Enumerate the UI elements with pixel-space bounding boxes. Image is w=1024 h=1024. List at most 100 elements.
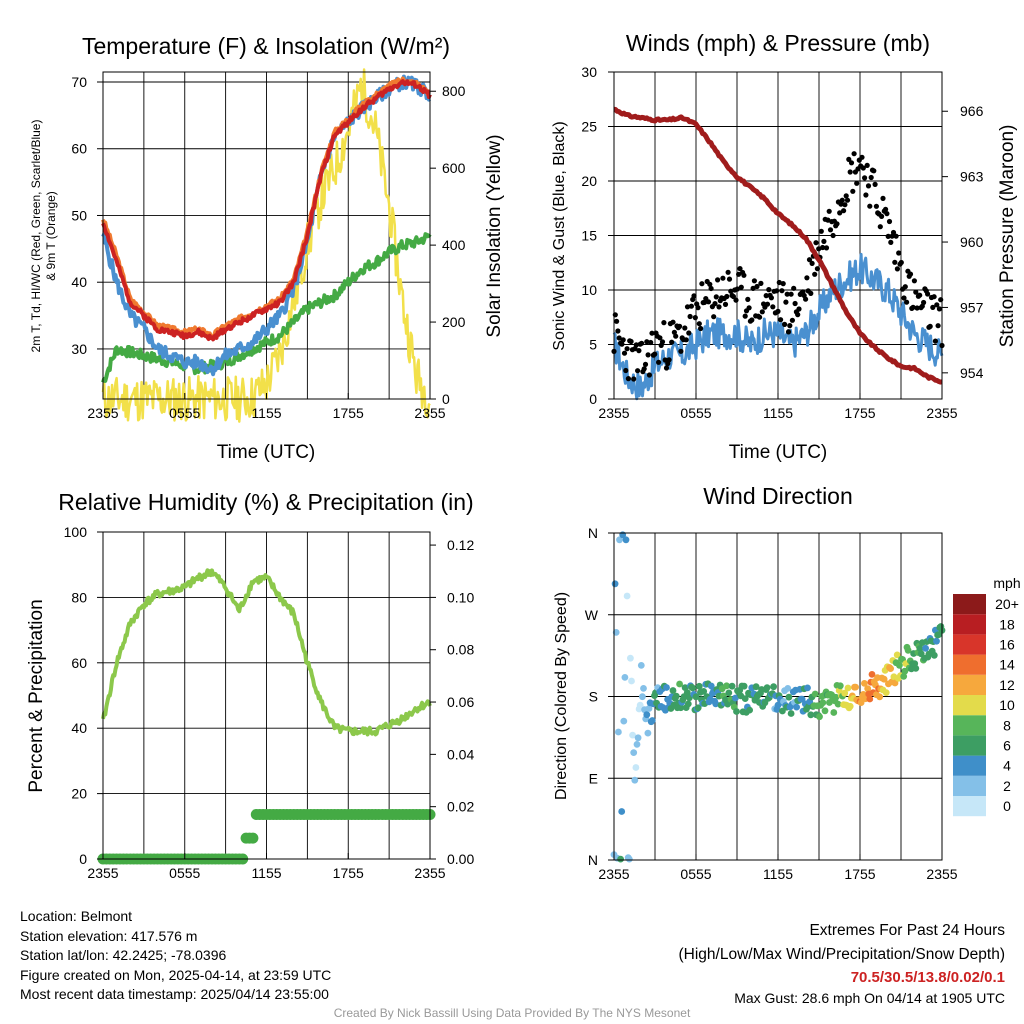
x-tick-label: 2355 bbox=[87, 405, 118, 421]
direction-point bbox=[707, 682, 715, 690]
right-tick-label: 0 bbox=[442, 391, 450, 407]
right-tick-label: 800 bbox=[442, 83, 466, 99]
gust-point bbox=[666, 357, 672, 363]
colorbar-swatch bbox=[953, 594, 986, 615]
gust-point bbox=[641, 366, 647, 372]
winds-title: Winds (mph) & Pressure (mb) bbox=[626, 30, 930, 56]
gust-point bbox=[716, 304, 722, 310]
gust-point bbox=[782, 321, 788, 327]
gust-point bbox=[886, 218, 893, 225]
right-tick-label: 400 bbox=[442, 237, 466, 253]
direction-point bbox=[816, 713, 823, 721]
precip-point bbox=[247, 832, 259, 844]
colorbar-swatch bbox=[953, 796, 986, 817]
gust-point bbox=[826, 208, 832, 214]
gust-point bbox=[784, 291, 790, 297]
colorbar-swatch bbox=[953, 715, 986, 736]
humidity-panel: Relative Humidity (%) & Precipitation (i… bbox=[26, 489, 474, 881]
colorbar-title: mph bbox=[993, 575, 1020, 591]
gust-point bbox=[910, 304, 916, 310]
colorbar-label: 4 bbox=[1003, 758, 1011, 774]
direction-point bbox=[864, 685, 872, 693]
gust-point bbox=[711, 314, 717, 320]
direction-point bbox=[821, 707, 829, 715]
x-tick-label: 1755 bbox=[844, 405, 875, 421]
direction-point bbox=[834, 700, 842, 708]
x-tick-label: 2355 bbox=[926, 866, 957, 882]
gust-point bbox=[623, 367, 629, 374]
colorbar-label: 6 bbox=[1003, 738, 1011, 754]
direction-point bbox=[618, 808, 626, 815]
series-line-td bbox=[101, 232, 432, 383]
gust-point bbox=[750, 285, 756, 291]
gust-point bbox=[789, 317, 796, 323]
colorbar-swatch bbox=[953, 755, 986, 776]
gust-point bbox=[766, 287, 772, 293]
gust-point bbox=[736, 271, 742, 277]
direction-point bbox=[643, 711, 651, 719]
gust-point bbox=[673, 333, 679, 339]
direction-point bbox=[785, 693, 793, 701]
x-tick-label: 0555 bbox=[169, 865, 200, 881]
direction-point bbox=[763, 684, 771, 691]
right-tick-label: 966 bbox=[960, 103, 984, 119]
gust-point bbox=[687, 313, 693, 320]
gust-point bbox=[854, 180, 860, 186]
gust-point bbox=[737, 266, 743, 272]
gust-point bbox=[707, 281, 713, 287]
gust-point bbox=[759, 309, 765, 315]
direction-point bbox=[631, 776, 639, 784]
elevation-text: Station elevation: 417.576 m bbox=[20, 927, 198, 944]
gust-point bbox=[879, 213, 885, 219]
gust-point bbox=[730, 293, 737, 300]
right-tick-label: 954 bbox=[960, 365, 984, 381]
gust-point bbox=[848, 160, 855, 166]
direction-point bbox=[846, 702, 854, 710]
humidity-x-ticks: 2355 0555 1155 1755 2355 bbox=[87, 853, 446, 881]
direction-point bbox=[922, 644, 929, 652]
direction-point bbox=[632, 764, 640, 771]
pressure-ylabel: Station Pressure (Maroon) bbox=[997, 125, 1018, 348]
gust-point bbox=[712, 301, 718, 307]
right-tick-label: 200 bbox=[442, 314, 466, 330]
direction-point bbox=[634, 734, 642, 742]
direction-point bbox=[692, 693, 700, 701]
direction-point bbox=[672, 692, 680, 700]
right-tick-label: 963 bbox=[960, 169, 984, 185]
x-tick-label: 1755 bbox=[333, 865, 364, 881]
direction-point bbox=[640, 685, 647, 692]
gust-point bbox=[847, 169, 853, 175]
direction-left-ticks: N E S W N bbox=[585, 525, 614, 868]
gust-point bbox=[692, 315, 698, 321]
gust-point bbox=[839, 197, 845, 203]
left-tick-label: 30 bbox=[581, 64, 597, 80]
gust-point bbox=[749, 317, 755, 323]
colorbar-label: 8 bbox=[1003, 717, 1011, 733]
gust-point bbox=[741, 272, 747, 278]
temperature-left-ticks: 30 40 50 60 70 bbox=[71, 74, 103, 357]
left-tick-label: 20 bbox=[71, 786, 87, 802]
x-tick-label: 2355 bbox=[87, 865, 118, 881]
direction-point bbox=[893, 651, 901, 659]
gust-point bbox=[734, 286, 740, 292]
gust-point bbox=[614, 318, 620, 324]
left-tick-label: 0 bbox=[79, 851, 87, 867]
gust-point bbox=[775, 308, 781, 314]
direction-point bbox=[787, 710, 795, 717]
left-tick-label: 0 bbox=[589, 391, 597, 407]
humidity-left-ticks: 0 20 40 60 80 100 bbox=[64, 524, 103, 867]
gust-point bbox=[677, 323, 683, 329]
gust-point bbox=[865, 183, 872, 189]
gust-point bbox=[733, 297, 739, 303]
gust-point bbox=[657, 335, 663, 341]
direction-point bbox=[663, 684, 670, 691]
direction-point bbox=[832, 693, 840, 701]
gust-point bbox=[635, 368, 641, 374]
direction-point bbox=[836, 682, 844, 690]
winds-left-ticks: 0 5 10 15 20 25 30 bbox=[581, 64, 614, 407]
colorbar-swatch bbox=[953, 775, 986, 796]
right-tick-label: 957 bbox=[960, 299, 984, 315]
gust-point bbox=[809, 260, 815, 266]
winds-series bbox=[611, 106, 945, 401]
gust-point bbox=[830, 232, 836, 239]
